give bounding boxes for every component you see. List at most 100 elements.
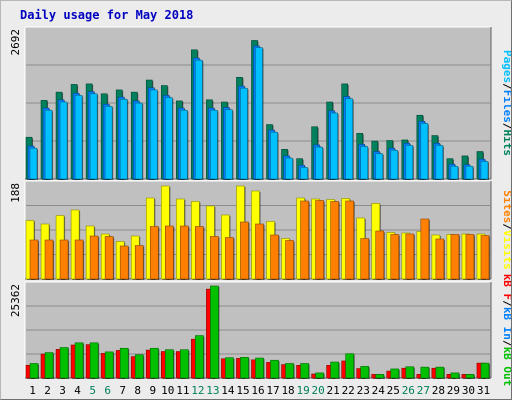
bar-sites: [330, 201, 339, 280]
x-tick-label: 13: [206, 384, 219, 397]
axis-label-hits-files-pages: Pages/Files/Hits: [501, 50, 511, 156]
bar-pages: [164, 97, 173, 180]
x-tick-label: 23: [357, 384, 370, 397]
x-tick-label: 26: [402, 384, 415, 397]
bar-pages: [465, 166, 474, 180]
bar-kb-out: [149, 347, 159, 379]
bar-sites: [104, 236, 114, 280]
x-tick-label: 24: [372, 384, 386, 397]
x-tick-label: 31: [477, 384, 490, 397]
bar-sites: [59, 239, 69, 280]
bar-pages: [330, 112, 338, 180]
bar-kb-out: [345, 353, 354, 379]
x-tick-label: 20: [312, 384, 325, 397]
chart-title: Daily usage for May 2018: [20, 8, 194, 22]
axis-label-separator: /: [501, 83, 511, 90]
bar-kb-out: [225, 357, 234, 379]
bar-sites: [44, 239, 54, 280]
x-tick-label: 30: [462, 384, 475, 397]
bar-kb-out: [330, 361, 339, 379]
bar-sites: [74, 239, 84, 280]
bar-kb-out: [480, 362, 490, 379]
bar-pages: [195, 59, 203, 180]
bar-kb-out: [134, 354, 144, 379]
bar-sites: [240, 221, 249, 280]
bar-kb-out: [255, 357, 264, 379]
bar-kb-out: [390, 368, 400, 379]
bar-kb-out: [44, 352, 54, 379]
axis-label-separator: /: [501, 223, 511, 230]
bar-pages: [405, 145, 414, 180]
bar-sites: [315, 200, 324, 280]
bar-pages: [104, 106, 113, 180]
bar-kb-out: [465, 374, 475, 379]
axis-label-kbytes: kB F/kB In/kB Out: [501, 274, 511, 387]
x-tick-label: 10: [161, 384, 174, 397]
bar-kb-out: [119, 347, 129, 379]
bar-kb-out: [29, 363, 39, 379]
bar-sites: [149, 226, 159, 280]
ymax-label-hits-files-pages: 2692: [9, 29, 22, 56]
x-tick-label: 8: [134, 384, 141, 397]
bar-kb-out: [435, 366, 445, 379]
x-tick-label: 4: [74, 384, 81, 397]
bar-pages: [270, 131, 278, 180]
x-tick-label: 7: [119, 384, 126, 397]
bar-pages: [74, 95, 83, 180]
axis-label-part: kB Out: [501, 347, 511, 387]
x-tick-label: 25: [387, 384, 400, 397]
bar-pages: [29, 147, 38, 180]
bar-pages: [180, 109, 188, 180]
bar-pages: [59, 101, 68, 180]
bar-sites: [345, 200, 354, 280]
bar-sites: [405, 233, 415, 280]
axis-label-separator: /: [501, 340, 511, 347]
bar-sites: [420, 218, 430, 280]
bar-kb-out: [315, 372, 324, 379]
bar-kb-out: [195, 335, 204, 379]
bar-kb-out: [164, 349, 174, 379]
bar-sites: [180, 225, 189, 280]
bar-pages: [44, 109, 53, 180]
bar-pages: [300, 167, 308, 180]
bar-pages: [360, 146, 369, 180]
x-tick-label: 17: [266, 384, 279, 397]
x-tick-label: 1: [29, 384, 36, 397]
bar-pages: [315, 146, 323, 180]
x-tick-label: 12: [191, 384, 204, 397]
bar-pages: [420, 123, 429, 180]
bar-pages: [89, 93, 98, 180]
x-tick-label: 21: [327, 384, 340, 397]
bar-pages: [450, 166, 459, 180]
axis-label-part: Hits: [501, 130, 511, 157]
bar-kb-out: [375, 374, 385, 379]
bar-sites: [29, 239, 39, 280]
axis-label-part: Pages: [501, 50, 511, 83]
bar-sites: [134, 245, 144, 280]
axis-label-part: kB F: [501, 274, 511, 301]
bar-sites: [164, 225, 174, 280]
bar-pages: [255, 47, 263, 180]
bar-sites: [465, 234, 475, 280]
bar-pages: [225, 109, 233, 180]
bar-sites: [195, 226, 204, 280]
ymax-label-visits-sites: 188: [9, 183, 22, 203]
bar-kb-out: [74, 342, 84, 379]
bar-sites: [119, 245, 129, 280]
bar-sites: [89, 235, 99, 280]
bar-sites: [225, 237, 234, 280]
axis-label-separator: /: [501, 123, 511, 130]
axis-label-part: Visits: [501, 230, 511, 270]
bar-pages: [149, 89, 158, 180]
bar-kb-out: [104, 351, 114, 379]
x-tick-label: 29: [447, 384, 460, 397]
bar-pages: [119, 98, 128, 180]
bar-kb-out: [300, 363, 309, 379]
axis-label-part: Files: [501, 90, 511, 123]
bar-pages: [390, 150, 399, 180]
x-tick-label: 18: [281, 384, 294, 397]
bar-sites: [270, 234, 279, 280]
bar-sites: [435, 238, 445, 280]
bar-sites: [285, 240, 294, 280]
